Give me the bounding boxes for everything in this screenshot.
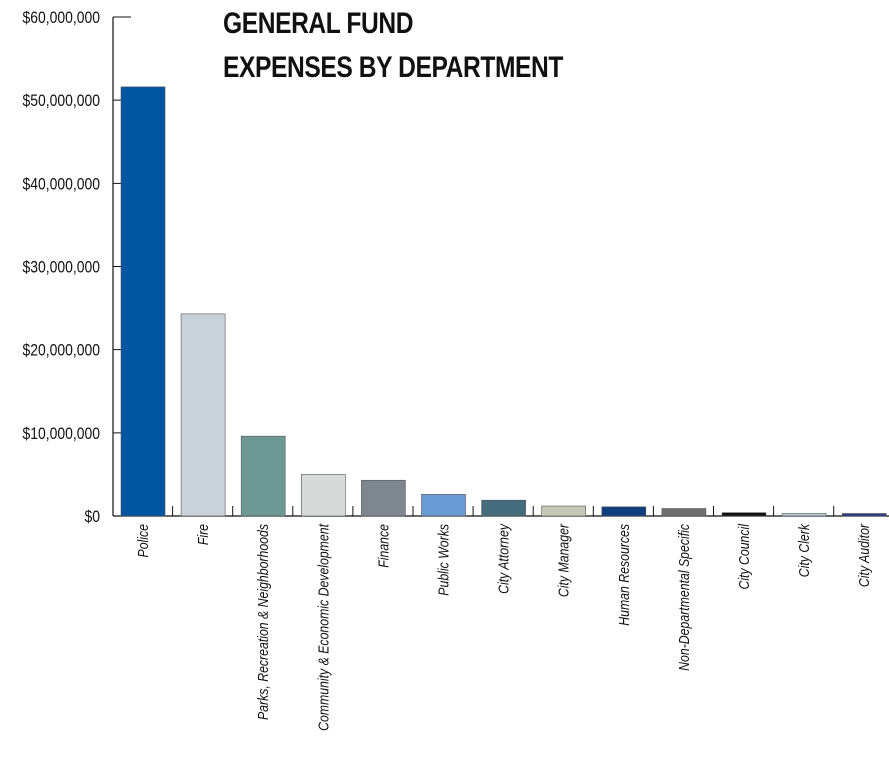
- bar-2: [180, 313, 226, 517]
- bar-9: [601, 506, 647, 517]
- x-category-label: City Auditor: [856, 523, 872, 587]
- bar-10: [661, 508, 707, 517]
- x-category-label: City Attorney: [495, 523, 511, 594]
- y-tick-label: $30,000,000: [23, 258, 101, 277]
- bar-11: [721, 512, 767, 517]
- y-tick-label: $60,000,000: [23, 9, 101, 28]
- y-tick-label: $40,000,000: [23, 175, 101, 194]
- bar-12: [781, 513, 827, 517]
- chart-title-line-1: GENERAL FUND: [223, 7, 414, 40]
- bar-1: [120, 86, 166, 517]
- x-category-label: Fire: [195, 524, 211, 546]
- x-category-label: Public Works: [435, 524, 451, 596]
- x-category-label: Non-Departmental Specific: [676, 524, 692, 671]
- bar-3: [240, 435, 286, 517]
- bar-6: [421, 494, 466, 517]
- bar-4: [300, 474, 346, 517]
- x-category-label: Parks, Recreation & Neighborhoods: [255, 524, 271, 720]
- bar-5: [361, 479, 406, 517]
- chart-title-line-2: EXPENSES BY DEPARTMENT: [223, 51, 564, 84]
- bar-7: [481, 499, 526, 517]
- x-category-label: Finance: [375, 524, 391, 568]
- y-tick-label: $0: [85, 508, 101, 527]
- x-category-label: City Clerk: [796, 523, 812, 577]
- y-tick-label: $10,000,000: [23, 425, 101, 444]
- x-category-label: City Manager: [556, 523, 572, 597]
- y-tick-label: $50,000,000: [23, 92, 101, 111]
- x-category-label: Police: [135, 524, 151, 558]
- x-category-label: Community & Economic Development: [315, 523, 331, 731]
- y-tick-label: $20,000,000: [23, 341, 101, 360]
- x-category-label: Human Resources: [616, 524, 632, 626]
- x-category-label: City Council: [736, 523, 752, 589]
- bar-13: [841, 513, 887, 517]
- bar-8: [541, 505, 587, 517]
